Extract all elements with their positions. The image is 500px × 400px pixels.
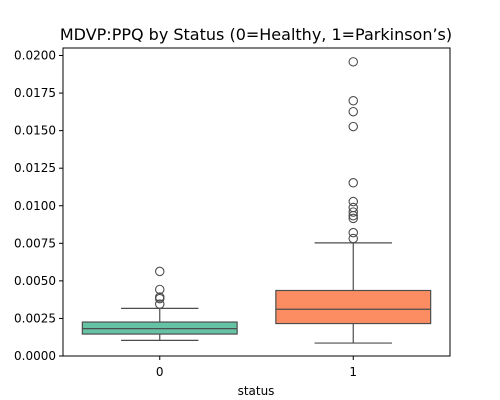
y-tick-label: 0.0075 [14,236,56,250]
outlier-point [348,207,358,217]
x-tick-label: 1 [349,365,357,379]
outlier-point [348,57,358,67]
outlier-point [155,284,165,295]
chart-title: MDVP:PPQ by Status (0=Healthy, 1=Parkins… [60,25,452,44]
outlier-point [348,213,358,224]
outlier-point [155,293,165,304]
outlier-point [155,299,165,309]
outlier-point [348,210,358,221]
outlier-point [348,227,358,238]
y-tick-label: 0.0100 [14,199,56,213]
x-axis-label: status [238,384,275,398]
y-tick-label: 0.0025 [14,311,56,325]
box-1 [275,289,432,325]
outlier-point [348,95,358,106]
y-tick-label: 0.0150 [14,124,56,138]
plot-area: 0.0000 0.0025 0.0050 0.0075 0.0100 0.0125 0.01… [14,47,451,379]
y-tick-label: 0.0200 [14,49,56,63]
box-0 [81,321,238,335]
y-tick-label: 0.0050 [14,274,56,288]
outlier-point [155,266,165,277]
outlier-point [348,121,358,132]
x-tick-label: 0 [156,365,164,379]
outlier-point [348,178,358,188]
outlier-point [348,106,358,117]
plot-frame [62,47,451,357]
y-tick-label: 0.0125 [14,161,56,175]
outlier-point [348,233,358,244]
outlier-point [348,196,358,207]
y-tick-label: 0.0175 [14,86,56,100]
y-tick-label: 0.0000 [14,349,56,363]
